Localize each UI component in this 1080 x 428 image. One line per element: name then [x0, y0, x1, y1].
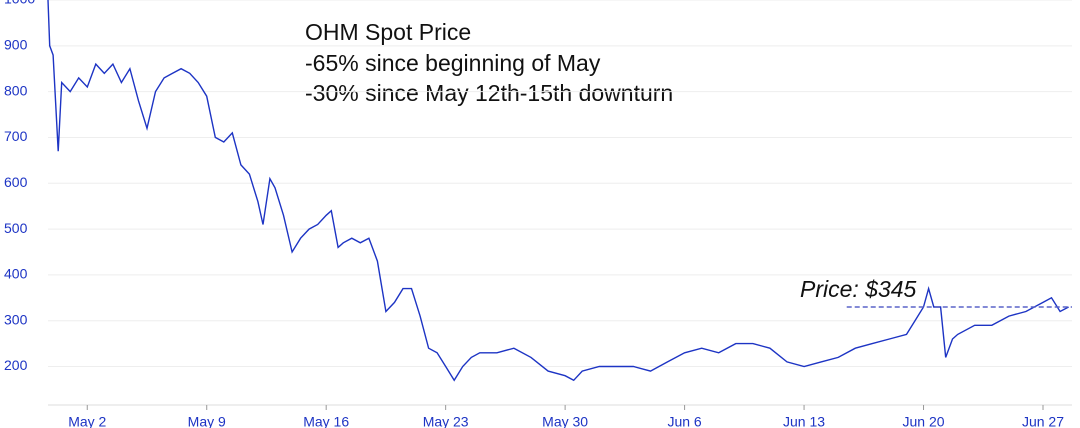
x-tick-label: Jun 13 — [783, 414, 825, 428]
price-line — [47, 0, 1069, 382]
x-tick-label: May 2 — [68, 414, 106, 428]
y-tick-label: 700 — [4, 128, 28, 144]
x-tick-label: Jun 27 — [1022, 414, 1064, 428]
annotation-text: Price: $345 — [800, 276, 917, 302]
y-tick-label: 800 — [4, 82, 28, 98]
chart-subtitle: -30% since May 12th-15th downturn — [305, 80, 673, 106]
x-tick-label: May 9 — [188, 414, 226, 428]
y-tick-label: 300 — [4, 311, 28, 327]
x-tick-label: Jun 6 — [667, 414, 701, 428]
y-tick-label: 1000 — [4, 0, 35, 7]
x-tick-label: May 23 — [423, 414, 469, 428]
y-tick-label: 400 — [4, 266, 28, 282]
x-tick-label: May 30 — [542, 414, 588, 428]
y-tick-label: 200 — [4, 357, 28, 373]
chart-subtitle: -65% since beginning of May — [305, 50, 601, 76]
y-tick-label: 500 — [4, 220, 28, 236]
x-tick-label: May 16 — [303, 414, 349, 428]
y-tick-label: 900 — [4, 37, 28, 53]
chart-title: OHM Spot Price — [305, 19, 471, 45]
x-tick-label: Jun 20 — [902, 414, 944, 428]
y-tick-label: 600 — [4, 174, 28, 190]
